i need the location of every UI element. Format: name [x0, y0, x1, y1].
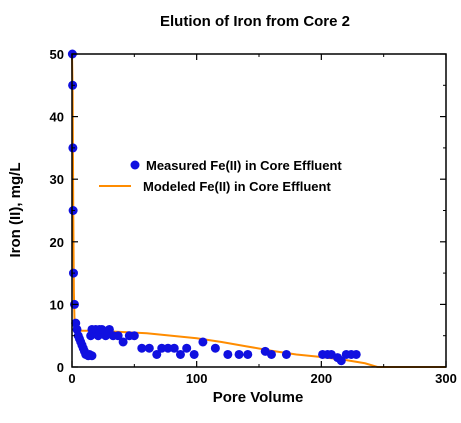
- y-tick-label: 40: [50, 110, 64, 125]
- legend-modeled-label: Modeled Fe(II) in Core Effluent: [143, 179, 331, 194]
- measured-point: [157, 343, 167, 353]
- modeled-series-line: [71, 53, 446, 368]
- y-axis-label: Iron (II), mg/L: [7, 163, 24, 258]
- y-tick-label: 0: [57, 360, 64, 375]
- measured-point: [266, 349, 276, 359]
- plot-frame: [71, 53, 447, 368]
- legend: Measured Fe(II) in Core Effluent Modeled…: [99, 158, 342, 194]
- plot-area: [67, 49, 446, 368]
- y-tick-label: 20: [50, 235, 64, 250]
- x-tick-label: 200: [310, 371, 332, 386]
- measured-point: [198, 337, 208, 347]
- axes: 0 100 200 300 0 10 20 30 40 50: [50, 47, 457, 386]
- measured-point: [169, 343, 179, 353]
- measured-point: [234, 349, 244, 359]
- measured-point: [189, 349, 199, 359]
- x-tick-label: 0: [68, 371, 75, 386]
- measured-point: [118, 337, 128, 347]
- measured-point: [152, 349, 162, 359]
- legend-measured-marker: [130, 160, 140, 170]
- measured-point: [113, 331, 123, 341]
- y-tick-label: 10: [50, 297, 64, 312]
- measured-point: [144, 343, 154, 353]
- measured-point: [182, 343, 192, 353]
- measured-point: [210, 343, 220, 353]
- measured-point: [137, 343, 147, 353]
- x-axis-label: Pore Volume: [213, 389, 304, 406]
- measured-point: [87, 351, 97, 361]
- measured-point: [243, 349, 253, 359]
- legend-measured-label: Measured Fe(II) in Core Effluent: [146, 158, 342, 173]
- x-tick-label: 100: [186, 371, 208, 386]
- y-tick-label: 50: [50, 47, 64, 62]
- chart-title: Elution of Iron from Core 2: [160, 13, 350, 30]
- y-tick-label: 30: [50, 172, 64, 187]
- measured-point: [336, 356, 346, 366]
- measured-point: [129, 331, 139, 341]
- measured-point: [175, 349, 185, 359]
- measured-point: [163, 343, 173, 353]
- x-tick-label: 300: [435, 371, 457, 386]
- measured-point: [281, 349, 291, 359]
- measured-point: [223, 349, 233, 359]
- measured-point: [351, 349, 361, 359]
